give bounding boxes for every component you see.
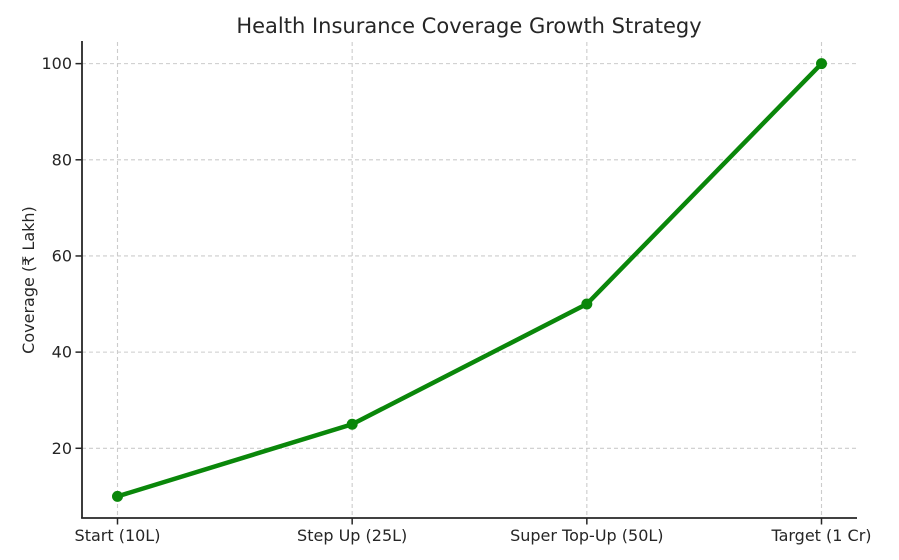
chart-title: Health Insurance Coverage Growth Strateg… — [236, 14, 701, 38]
plot-area: 20 40 60 80 100 Start (10L) Step Up (25L) Super… — [41, 41, 872, 545]
y-tick-label: 60 — [52, 246, 72, 265]
x-tick-label: Target (1 Cr) — [770, 526, 871, 545]
data-point-marker — [112, 490, 123, 502]
series-line — [115, 61, 824, 499]
x-tick-label: Step Up (25L) — [297, 526, 407, 545]
y-tick-label: 20 — [52, 439, 72, 458]
y-axis-label: Coverage (₹ Lakh) — [19, 206, 38, 354]
data-point-marker — [816, 58, 827, 70]
x-tick-label: Super Top-Up (50L) — [510, 526, 663, 545]
data-point-marker — [581, 298, 593, 310]
y-tick-label: 80 — [52, 150, 72, 169]
x-tick-label: Start (10L) — [75, 526, 161, 545]
y-tick-label: 40 — [52, 343, 72, 362]
y-tick-label: 100 — [41, 54, 72, 73]
data-point-marker — [346, 418, 358, 430]
